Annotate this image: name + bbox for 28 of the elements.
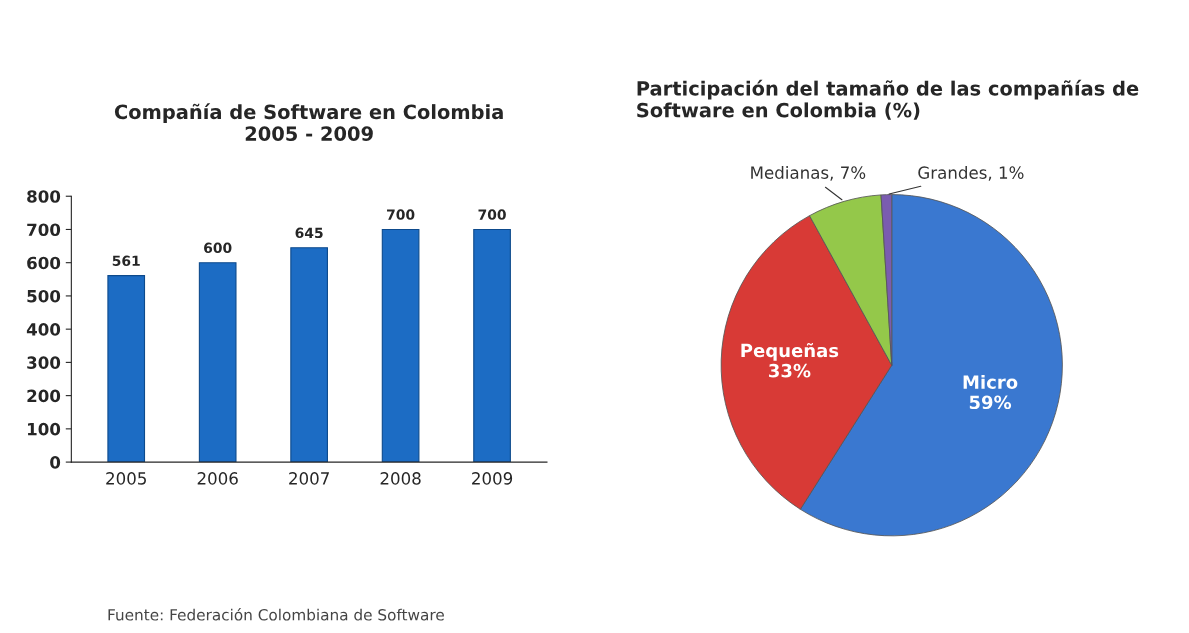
slice-label: Grandes, 1% xyxy=(918,166,1024,181)
data-label: 700 xyxy=(387,209,415,220)
y-tick-label: 100 xyxy=(28,422,61,436)
chart-title: Compañía de Software en Colombia 2005 - 2009 xyxy=(114,103,503,141)
y-tick-label: 400 xyxy=(26,323,61,336)
slice-label: Pequeñas xyxy=(741,342,839,361)
slice-label: Micro xyxy=(963,374,1018,389)
data-label: 645 xyxy=(295,227,323,239)
chart-title: Participación del tamaño de las compañías de Software en Colombia (%) xyxy=(637,79,1139,120)
source-note: Fuente: Federación Colombiana de Software xyxy=(108,608,444,621)
y-tick-label: 600 xyxy=(27,256,61,270)
x-tick-label: 2006 xyxy=(197,472,238,485)
y-tick-label: 700 xyxy=(27,223,61,237)
data-label: 700 xyxy=(478,209,506,220)
y-tick-label: 300 xyxy=(27,356,61,369)
y-tick-label: 500 xyxy=(27,289,61,303)
slice-label: Medianas, 7% xyxy=(751,166,866,181)
x-tick-label: 2008 xyxy=(380,472,421,485)
data-label: 600 xyxy=(204,242,232,254)
y-tick-label: 800 xyxy=(27,190,61,203)
data-label: 561 xyxy=(112,255,140,267)
y-tick-label: 200 xyxy=(27,389,61,403)
x-tick-label: 2005 xyxy=(106,472,146,485)
data-label: 59% xyxy=(969,395,1012,410)
x-tick-label: 2007 xyxy=(289,472,329,485)
y-tick-label: 0 xyxy=(50,456,61,469)
data-label: 33% xyxy=(769,363,811,378)
x-tick-label: 2009 xyxy=(472,472,513,485)
